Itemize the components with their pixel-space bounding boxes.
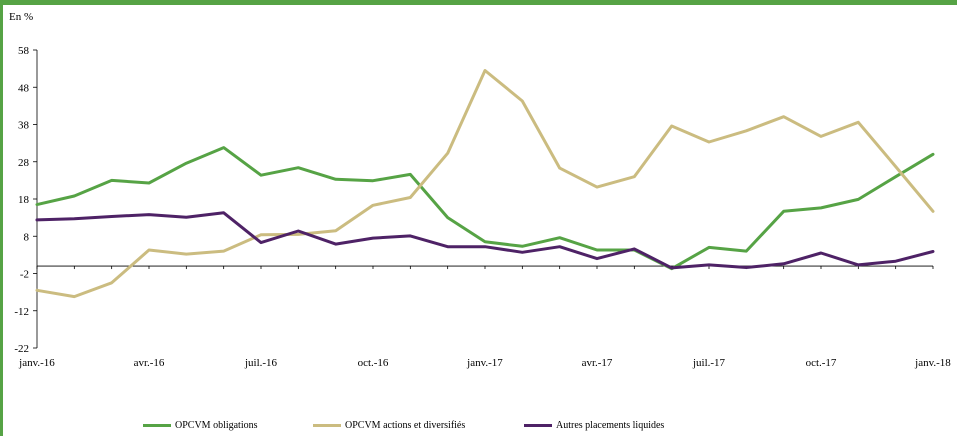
legend-item: Autres placements liquides	[524, 420, 664, 431]
series-line-0	[35, 146, 935, 271]
y-tick-label: 8	[24, 231, 30, 243]
x-tick-label: janv.-18	[914, 357, 951, 369]
x-tick-label: juil.-16	[244, 357, 278, 369]
x-tick-label: oct.-17	[806, 357, 837, 369]
legend: OPCVM obligations OPCVM actions et divers…	[0, 420, 957, 434]
legend-label: Autres placements liquides	[556, 420, 665, 431]
legend-swatch	[524, 424, 552, 427]
legend-label: OPCVM obligations	[175, 420, 258, 431]
series-line-2	[35, 211, 935, 270]
legend-label: OPCVM actions et diversifiés	[345, 420, 466, 431]
y-tick-label: 58	[18, 45, 30, 57]
legend-swatch	[143, 424, 171, 427]
x-tick-label: juil.-17	[692, 357, 726, 369]
series-lines	[35, 69, 935, 299]
legend-item: OPCVM actions et diversifiés	[313, 420, 465, 431]
x-tick-label: avr.-17	[582, 357, 613, 369]
y-tick-label: 38	[18, 120, 30, 132]
x-tick-label: janv.-16	[18, 357, 55, 369]
x-axis: janv.-16 avr.-16 juil.-16 oct.-16 janv.-17 av…	[18, 265, 951, 369]
y-axis: 58 48 38 28 18 8 -2 -12 -22	[14, 45, 38, 355]
y-tick-label: -22	[14, 343, 29, 355]
x-tick-label: avr.-16	[134, 357, 165, 369]
legend-item: OPCVM obligations	[143, 420, 258, 431]
x-tick-label: janv.-17	[466, 357, 503, 369]
line-chart: 58 48 38 28 18 8 -2 -12 -22 janv.-16 avr.-16 juil.…	[14, 45, 951, 369]
y-axis-title: En %	[9, 11, 34, 23]
y-tick-label: 28	[18, 157, 30, 169]
y-tick-label: -2	[20, 269, 29, 281]
series-line-1	[35, 69, 935, 299]
y-tick-label: 48	[18, 82, 30, 94]
legend-swatch	[313, 424, 341, 427]
x-tick-label: oct.-16	[358, 357, 389, 369]
y-tick-label: -12	[14, 306, 29, 318]
y-tick-label: 18	[18, 194, 30, 206]
